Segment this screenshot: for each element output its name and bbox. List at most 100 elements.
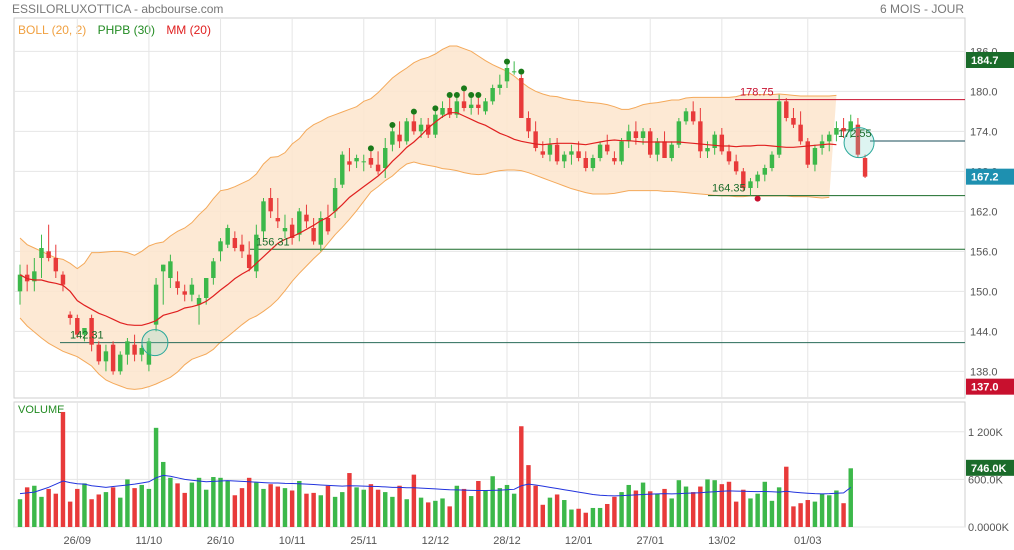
candle-body <box>540 151 546 155</box>
candle-body <box>726 151 732 162</box>
horizontal-lines <box>60 99 965 344</box>
volume-bar <box>683 486 689 527</box>
candle-body <box>762 168 768 175</box>
volume-y-tick-label: 0.0000K <box>968 522 1010 534</box>
candle-body <box>683 111 689 122</box>
candle-body <box>46 251 51 258</box>
volume-bar <box>175 483 180 527</box>
y-tick-label: 162.0 <box>970 206 998 218</box>
candle-body <box>96 344 101 362</box>
candle-body <box>225 228 230 245</box>
candle-body <box>619 141 624 162</box>
high-price-tag: 184.7 <box>971 55 999 67</box>
volume-bar <box>96 494 101 527</box>
x-tick-label: 26/10 <box>207 535 235 547</box>
volume-bar <box>275 486 281 527</box>
candle-body <box>454 101 460 115</box>
price-panel-frame <box>13 17 966 399</box>
last-volume-tag: 746.0K <box>971 463 1007 475</box>
volume-bar <box>769 500 775 527</box>
volume-bar <box>712 480 717 527</box>
volume-bar <box>354 487 359 527</box>
candle-body <box>583 158 588 168</box>
volume-bars <box>17 411 853 527</box>
candle-body <box>340 154 345 185</box>
volume-bar <box>239 488 245 527</box>
phpb-marker <box>475 92 482 98</box>
candle-body <box>576 151 581 158</box>
volume-bar <box>733 501 739 527</box>
candle-body <box>289 224 295 238</box>
y-tick-label: 180.0 <box>970 86 998 98</box>
volume-y-tick-label: 600.0K <box>968 474 1004 486</box>
candle-body <box>361 161 366 163</box>
candle-body <box>554 144 560 162</box>
volume-bar <box>24 487 30 527</box>
candle-body <box>748 181 753 188</box>
candle-body <box>526 118 531 132</box>
phpb-marker <box>461 85 468 92</box>
volume-bar <box>726 481 732 527</box>
candle-body <box>755 174 760 182</box>
volume-bar <box>483 490 488 527</box>
candle-body <box>368 158 374 165</box>
volume-bar <box>784 466 789 527</box>
candle-body <box>118 354 123 372</box>
bollinger-band <box>19 45 837 390</box>
ma-line <box>19 112 837 326</box>
high-price-tag-bg <box>966 52 1014 68</box>
volume-bar <box>110 487 116 527</box>
volume-bar <box>418 497 424 527</box>
volume-bar <box>848 468 853 527</box>
y-tick-label: 138.0 <box>970 366 998 378</box>
volume-bar <box>698 486 703 527</box>
volume-bar <box>125 479 130 527</box>
volume-bar <box>375 489 381 527</box>
volume-bar <box>526 465 531 527</box>
volume-bar <box>454 485 460 527</box>
candle-body <box>719 134 725 152</box>
volume-bar <box>75 488 80 527</box>
candle-body <box>425 124 431 135</box>
volume-bar <box>53 493 59 527</box>
candle-body <box>232 238 238 248</box>
candle-body <box>676 121 682 145</box>
volume-bar <box>203 489 209 527</box>
volume-bar <box>619 492 624 527</box>
volume-bar <box>17 499 23 527</box>
volume-bar <box>569 509 574 527</box>
candle-body <box>196 298 202 305</box>
candle-body <box>139 348 144 355</box>
phpb-marker <box>446 92 453 98</box>
indicator-legend: BOLL (20, 2) PHPB (30) MM (20) <box>18 23 211 37</box>
candle-body <box>612 158 617 162</box>
volume-bar <box>605 503 610 527</box>
volume-bar <box>633 490 639 527</box>
bollinger-lower-line <box>19 161 830 390</box>
candle-body <box>383 148 388 168</box>
candle-body <box>354 158 359 162</box>
candle-body <box>497 84 503 88</box>
candle-body <box>812 148 818 165</box>
candle-body <box>67 314 73 318</box>
volume-bar <box>161 461 166 527</box>
candle-body <box>297 211 302 235</box>
candle-body <box>440 108 445 115</box>
volume-bar <box>640 482 646 527</box>
candle-body <box>848 121 853 132</box>
x-tick-label: 11/10 <box>136 535 163 547</box>
volume-bar <box>834 490 839 527</box>
candle-body <box>798 124 803 142</box>
phpb-marker <box>468 92 475 98</box>
candle-body <box>862 158 868 177</box>
candle-body <box>89 318 94 345</box>
candle-body <box>218 241 223 252</box>
volume-bar <box>447 506 452 527</box>
candle-body <box>418 124 424 132</box>
volume-bar <box>655 493 660 527</box>
volume-bar <box>511 493 517 527</box>
candle-body <box>597 144 603 158</box>
candle-body <box>17 274 23 292</box>
candle-body <box>741 171 746 188</box>
legend-phpb: PHPB (30) <box>97 23 155 37</box>
